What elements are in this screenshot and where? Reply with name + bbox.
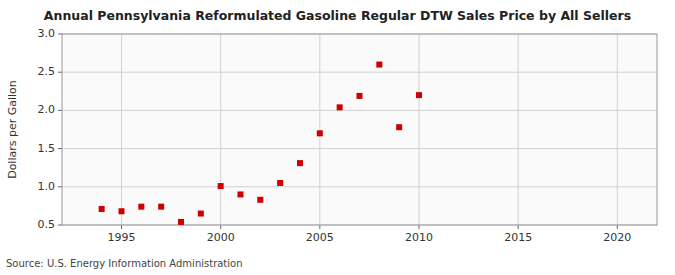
point	[198, 211, 204, 217]
plot-frame	[62, 34, 657, 225]
point	[257, 197, 263, 203]
x-tick	[419, 225, 420, 229]
x-grid-line	[518, 34, 519, 225]
y-tick-label: 3.0	[38, 27, 56, 40]
x-tick-label: 2020	[603, 231, 631, 244]
plot-area	[62, 34, 657, 225]
point	[138, 204, 144, 210]
point	[416, 92, 422, 98]
chart: 0.5 1.0 1.5 2.0 2.5 3.0 1995 2000 2005 2010 2015 20…	[0, 0, 675, 275]
title: Annual Pennsylvania Reformulated Gasolin…	[44, 8, 631, 23]
source-note: Source: U.S. Energy Information Administ…	[6, 258, 243, 269]
x-tick-label: 1995	[108, 231, 136, 244]
point	[99, 206, 105, 212]
point	[119, 208, 125, 214]
y-axis-label: Dollars per Gallon	[6, 80, 19, 179]
point	[178, 219, 184, 225]
x-grid-line	[121, 34, 122, 225]
y-grid-line	[62, 148, 657, 149]
axes: 0.5 1.0 1.5 2.0 2.5 3.0 1995 2000 2005 2010 2015 20…	[38, 27, 658, 244]
y-tick	[58, 34, 62, 35]
y-grid-line	[62, 110, 657, 111]
y-tick-label: 1.0	[38, 180, 56, 193]
x-tick	[518, 225, 519, 229]
x-tick	[220, 225, 221, 229]
x-grid-line	[419, 34, 420, 225]
x-tick-label: 2000	[207, 231, 235, 244]
y-tick	[58, 225, 62, 226]
x-tick-label: 2010	[405, 231, 433, 244]
y-tick	[58, 186, 62, 187]
point	[337, 104, 343, 110]
y-tick	[58, 72, 62, 73]
x-grid-line	[617, 34, 618, 225]
point	[376, 62, 382, 68]
y-tick-label: 2.0	[38, 103, 56, 116]
x-grid-line	[319, 34, 320, 225]
y-tick-label: 2.5	[38, 65, 56, 78]
points	[99, 62, 422, 225]
point	[297, 160, 303, 166]
point	[158, 204, 164, 210]
y-tick	[58, 110, 62, 111]
point	[238, 191, 244, 197]
point	[396, 124, 402, 130]
x-tick	[121, 225, 122, 229]
point	[317, 130, 323, 136]
point	[357, 93, 363, 99]
grid	[62, 34, 657, 225]
x-tick-label: 2005	[306, 231, 334, 244]
y-grid-line	[62, 186, 657, 187]
point	[277, 180, 283, 186]
x-tick	[617, 225, 618, 229]
y-grid-line	[62, 72, 657, 73]
x-tick	[319, 225, 320, 229]
y-tick-label: 1.5	[38, 142, 56, 155]
y-tick-label: 0.5	[38, 218, 56, 231]
point	[218, 183, 224, 189]
x-tick-label: 2015	[504, 231, 532, 244]
y-tick	[58, 148, 62, 149]
x-grid-line	[220, 34, 221, 225]
